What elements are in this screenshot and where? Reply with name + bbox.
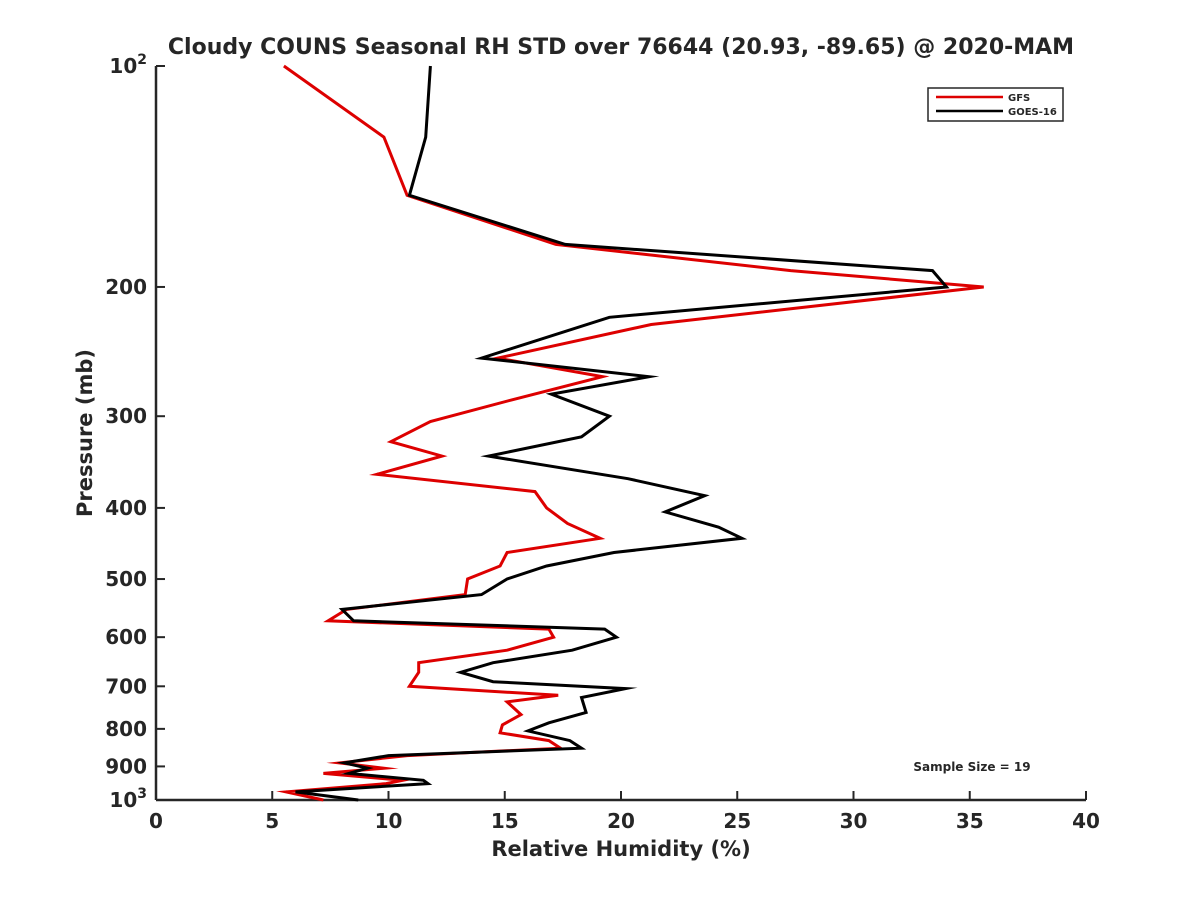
y-tick-label: 600	[105, 625, 147, 649]
y-tick-label-base: 10	[109, 54, 137, 78]
x-tick-label: 20	[607, 809, 635, 833]
y-tick-label-base: 900	[105, 754, 147, 778]
plot-area: 0 5 10 15 20 25 30 35 40 10220030040050060070080…	[105, 52, 1100, 833]
y-tick-label-base: 600	[105, 625, 147, 649]
y-tick-label: 103	[109, 786, 147, 812]
x-tick-label: 40	[1072, 809, 1100, 833]
chart-title: Cloudy COUNS Seasonal RH STD over 76644 …	[168, 35, 1074, 60]
legend-box	[927, 87, 1064, 122]
series-lines	[276, 64, 984, 802]
y-tick-label-base: 300	[105, 404, 147, 428]
x-axis-label: Relative Humidity (%)	[491, 837, 750, 861]
sample-size-annotation: Sample Size = 19	[913, 760, 1030, 774]
y-tick-label-base: 200	[105, 275, 147, 299]
y-tick-label-base: 400	[105, 496, 147, 520]
x-tick-label: 25	[723, 809, 751, 833]
series-line-goes-16	[295, 65, 950, 802]
y-tick-label-base: 500	[105, 567, 147, 591]
y-tick-label: 300	[105, 404, 147, 428]
y-tick-label-exponent: 2	[137, 52, 147, 68]
legend-label-goes-16: GOES-16	[1008, 107, 1057, 118]
y-tick-label: 500	[105, 567, 147, 591]
y-tick-label: 200	[105, 275, 147, 299]
x-tick-label: 0	[149, 809, 163, 833]
y-tick-label-exponent: 3	[137, 786, 147, 802]
y-tick-label-base: 700	[105, 674, 147, 698]
x-tick-label: 5	[265, 809, 279, 833]
y-tick-label: 900	[105, 754, 147, 778]
y-tick-label: 700	[105, 674, 147, 698]
legend: GFS GOES-16	[927, 87, 1064, 122]
x-tick-label: 30	[840, 809, 868, 833]
y-tick-label: 800	[105, 717, 147, 741]
y-tick-label-base: 10	[109, 788, 137, 812]
x-tick-label: 15	[491, 809, 519, 833]
x-tick-label: 10	[375, 809, 403, 833]
y-axis-label: Pressure (mb)	[73, 349, 97, 517]
x-tick-label: 35	[956, 809, 984, 833]
y-tick-label: 102	[109, 52, 147, 78]
x-ticks: 0 5 10 15 20 25 30 35 40	[149, 791, 1100, 833]
y-tick-label: 400	[105, 496, 147, 520]
axes-background	[156, 66, 1086, 800]
legend-label-gfs: GFS	[1008, 93, 1030, 104]
y-tick-label-base: 800	[105, 717, 147, 741]
